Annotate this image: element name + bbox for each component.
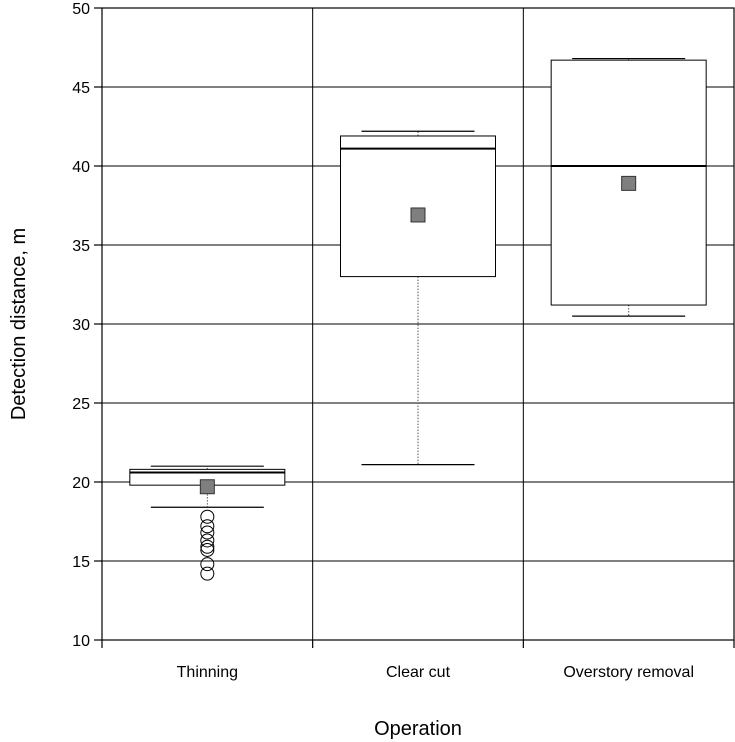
outlier-point — [200, 533, 215, 548]
y-tick-label: 25 — [72, 396, 90, 413]
outlier-point — [200, 525, 215, 540]
outlier-point — [200, 539, 215, 554]
x-tick-label: Clear cut — [386, 664, 451, 681]
outlier-point — [200, 519, 215, 534]
box-overstory-removal — [550, 57, 707, 317]
y-axis-title: Detection distance, m — [8, 228, 30, 420]
y-tick-label: 30 — [72, 317, 90, 334]
iqr-box — [340, 135, 496, 278]
box-layer — [129, 57, 707, 581]
outlier-point — [200, 509, 215, 524]
mean-marker — [410, 207, 426, 223]
y-tick-label: 10 — [72, 633, 90, 650]
mean-marker — [199, 479, 215, 495]
mean-marker — [621, 175, 637, 191]
x-tick-label: Overstory removal — [563, 664, 694, 681]
axes: 10 15 20 25 30 35 40 45 50 Thinning Clear cut Overs… — [72, 1, 735, 681]
box-clear-cut — [340, 130, 496, 466]
y-tick-label: 40 — [72, 159, 90, 176]
outlier-point — [200, 566, 215, 581]
y-tick-label: 35 — [72, 238, 90, 255]
y-tick-label: 50 — [72, 1, 90, 18]
y-tick-label: 20 — [72, 475, 90, 492]
x-axis-title: Operation — [374, 718, 462, 740]
box-thinning — [129, 465, 286, 581]
outlier-point — [200, 542, 215, 557]
y-tick-label: 15 — [72, 554, 90, 571]
x-tick-label: Thinning — [177, 664, 238, 681]
outlier-point — [200, 557, 215, 572]
y-tick-label: 45 — [72, 80, 90, 97]
